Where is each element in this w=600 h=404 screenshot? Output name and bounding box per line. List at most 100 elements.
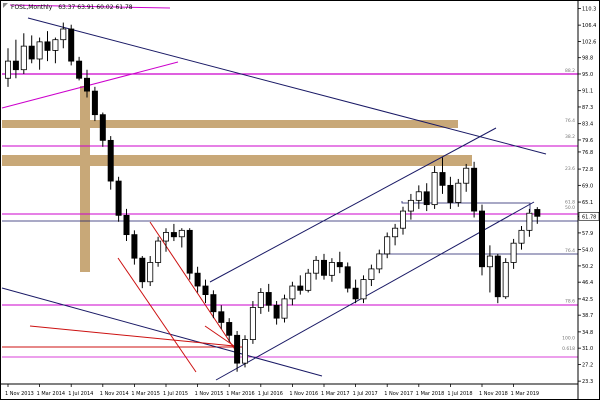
- y-tick-label: 27.2: [582, 362, 593, 368]
- candle: [28, 35, 35, 64]
- fib-label: 61.8: [565, 200, 575, 206]
- y-tick-label: 31.0: [582, 346, 593, 352]
- candle: [123, 208, 130, 242]
- candle-body: [257, 292, 264, 308]
- candle: [534, 207, 541, 224]
- fib-label: 100.0: [562, 335, 575, 341]
- fib-label: 23.6: [565, 166, 575, 172]
- candle-body: [399, 210, 406, 229]
- candle: [115, 176, 122, 222]
- candle: [415, 185, 422, 209]
- candle: [52, 37, 59, 64]
- candle: [139, 256, 146, 289]
- current-price-box: [578, 211, 600, 221]
- candle-body: [384, 236, 391, 255]
- svg-text:FOSL,Monthly 63.37 63.: FOSL,Monthly 63.37 63.91 60.02 61.78: [11, 4, 133, 11]
- candle-body: [123, 214, 130, 236]
- channel-line: [209, 127, 497, 283]
- candle-body: [360, 279, 367, 300]
- candle: [76, 56, 83, 81]
- candle-body: [289, 285, 296, 300]
- candle: [210, 290, 217, 319]
- candle: [12, 39, 19, 79]
- candle-body: [431, 172, 438, 206]
- candle: [320, 253, 327, 280]
- x-tick-label: 1 Jul 2017: [353, 391, 378, 397]
- candle: [336, 251, 343, 274]
- y-tick-label: 110.3: [582, 6, 596, 12]
- candle-body: [313, 259, 320, 274]
- trendline: [149, 221, 239, 355]
- candle: [202, 279, 209, 304]
- candle: [226, 318, 233, 342]
- x-tick-label: 1 Nov 2016: [289, 391, 318, 397]
- chart-ohlc: 63.37 63.91 60.02 61.78: [58, 4, 133, 11]
- candle: [60, 22, 67, 49]
- candle: [234, 331, 241, 372]
- candle-body: [60, 28, 67, 41]
- candle: [313, 256, 320, 280]
- candle: [170, 223, 177, 242]
- x-tick-label: 1 Mar 2015: [131, 391, 160, 397]
- candle-body: [84, 77, 91, 92]
- candle-body: [273, 304, 280, 319]
- fib-label: 88.2: [565, 68, 575, 74]
- candle: [99, 112, 106, 147]
- x-tick-label: 1 Mar 2017: [321, 391, 350, 397]
- y-tick-label: 69.0: [582, 183, 593, 189]
- candle: [68, 24, 75, 66]
- x-tick-label: 1 Mar 2016: [226, 391, 255, 397]
- fib-label: 78.6: [565, 299, 575, 305]
- demand-zone: [80, 86, 90, 272]
- candle-body: [463, 167, 470, 184]
- candle-body: [502, 262, 509, 298]
- candle-body: [344, 266, 351, 289]
- candle-body: [336, 262, 343, 268]
- candle-body: [139, 257, 146, 283]
- candle-body: [415, 191, 422, 201]
- x-tick-label: 1 Nov 2015: [195, 391, 224, 397]
- candle-body: [392, 227, 399, 238]
- candle: [447, 176, 454, 209]
- candle-body: [281, 298, 288, 319]
- candle: [257, 288, 264, 314]
- candle-body: [249, 307, 256, 340]
- candle: [384, 232, 391, 259]
- candle: [478, 204, 485, 276]
- candle-body: [439, 172, 446, 186]
- candle-body: [407, 199, 414, 212]
- y-tick-label: 54.0: [582, 248, 593, 254]
- candle-body: [447, 184, 454, 203]
- candle-body: [526, 212, 533, 231]
- candle: [241, 335, 248, 368]
- candle: [471, 161, 478, 218]
- candle-body: [297, 285, 304, 291]
- candle-body: [305, 272, 312, 291]
- y-tick-label: 91.1: [582, 89, 593, 95]
- candle: [44, 31, 51, 62]
- y-tick-label: 106.4: [582, 23, 596, 29]
- trendline: [9, 4, 171, 9]
- candle: [305, 268, 312, 293]
- candle-body: [226, 322, 233, 336]
- candle-body: [76, 60, 83, 79]
- y-tick-label: 98.8: [582, 56, 593, 62]
- y-tick-label: 42.5: [582, 297, 593, 303]
- fib-label: 50.0: [565, 205, 575, 211]
- candle-body: [265, 292, 272, 306]
- candle: [486, 245, 493, 293]
- y-tick-label: 102.6: [582, 39, 596, 45]
- candle-body: [368, 268, 375, 281]
- candle: [463, 163, 470, 192]
- candle: [518, 226, 525, 250]
- candle: [352, 279, 359, 304]
- x-tick-label: 1 Mar 2018: [416, 391, 445, 397]
- y-tick-label: 61.78: [582, 214, 596, 220]
- y-tick-label: 46.4: [582, 280, 593, 286]
- candle: [84, 69, 91, 98]
- candle-body: [99, 114, 106, 141]
- y-tick-label: 23.3: [582, 379, 593, 385]
- candle: [186, 228, 193, 280]
- trendline: [27, 17, 547, 155]
- x-tick-label: 1 Mar 2014: [37, 391, 66, 397]
